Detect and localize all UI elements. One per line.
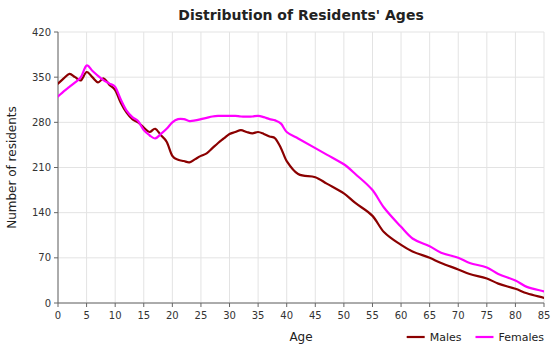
- tick-mark: [544, 303, 545, 307]
- legend-label: Females: [498, 331, 544, 344]
- tick-label: 50: [338, 310, 351, 321]
- grid: [58, 32, 544, 303]
- tick-mark: [258, 303, 259, 307]
- tick-label: 280: [32, 117, 51, 128]
- tick-mark: [315, 303, 316, 307]
- legend-item: Males: [407, 331, 462, 344]
- grid-line: [58, 303, 544, 304]
- tick-label: 70: [452, 310, 465, 321]
- tick-label: 60: [395, 310, 408, 321]
- tick-mark: [54, 303, 58, 304]
- grid-line: [58, 167, 544, 168]
- tick-label: 5: [83, 310, 89, 321]
- tick-label: 45: [309, 310, 322, 321]
- tick-mark: [515, 303, 516, 307]
- tick-mark: [172, 303, 173, 307]
- tick-mark: [54, 77, 58, 78]
- tick-mark: [86, 303, 87, 307]
- tick-mark: [486, 303, 487, 307]
- tick-mark: [115, 303, 116, 307]
- tick-mark: [286, 303, 287, 307]
- grid-line: [58, 77, 544, 78]
- tick-label: 35: [252, 310, 265, 321]
- tick-mark: [458, 303, 459, 307]
- tick-mark: [229, 303, 230, 307]
- y-axis: [58, 32, 59, 303]
- tick-mark: [429, 303, 430, 307]
- tick-mark: [372, 303, 373, 307]
- legend-item: Females: [475, 331, 544, 344]
- tick-mark: [54, 122, 58, 123]
- tick-label: 0: [45, 298, 51, 309]
- tick-label: 55: [366, 310, 379, 321]
- tick-label: 25: [195, 310, 208, 321]
- x-axis-label: Age: [289, 330, 312, 344]
- tick-mark: [143, 303, 144, 307]
- tick-label: 40: [280, 310, 293, 321]
- grid-line: [58, 257, 544, 258]
- grid-line: [58, 122, 544, 123]
- x-axis: [58, 303, 544, 304]
- lines: [58, 65, 544, 297]
- chart: 0 5 10 15 20 25 30 35 40 45 50 55 60 65 70 75 80 85 0 70 140…: [0, 0, 560, 353]
- tick-mark: [401, 303, 402, 307]
- tick-label: 85: [538, 310, 551, 321]
- line-series: [58, 65, 544, 291]
- tick-label: 420: [32, 27, 51, 38]
- plot-area: [58, 32, 544, 303]
- legend: Males Females: [407, 331, 545, 344]
- tick-label: 0: [55, 310, 61, 321]
- tick-mark: [54, 257, 58, 258]
- tick-label: 30: [223, 310, 236, 321]
- tick-label: 210: [32, 162, 51, 173]
- tick-mark: [54, 167, 58, 168]
- y-axis-label: Number of residents: [5, 106, 19, 229]
- tick-label: 65: [423, 310, 436, 321]
- tick-label: 140: [32, 207, 51, 218]
- legend-swatch: [407, 336, 425, 338]
- tick-label: 75: [480, 310, 493, 321]
- tick-label: 15: [137, 310, 150, 321]
- legend-label: Males: [430, 331, 462, 344]
- grid-line: [58, 32, 544, 33]
- tick-label: 350: [32, 72, 51, 83]
- tick-mark: [200, 303, 201, 307]
- grid-line: [58, 32, 59, 303]
- title: Distribution of Residents' Ages: [178, 7, 423, 23]
- tick-mark: [343, 303, 344, 307]
- axes: 0 5 10 15 20 25 30 35 40 45 50 55 60 65 70 75 80 85 0 70 140…: [32, 27, 550, 322]
- tick-mark: [54, 32, 58, 33]
- tick-label: 20: [166, 310, 179, 321]
- tick-mark: [58, 303, 59, 307]
- tick-label: 70: [38, 252, 51, 263]
- legend-swatch: [475, 336, 493, 338]
- grid-line: [58, 212, 544, 213]
- tick-label: 80: [509, 310, 522, 321]
- tick-label: 10: [109, 310, 122, 321]
- tick-mark: [54, 212, 58, 213]
